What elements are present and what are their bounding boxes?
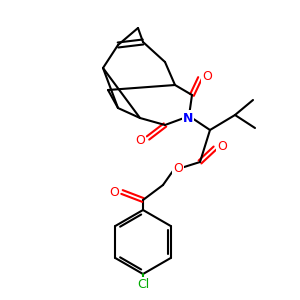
Text: O: O	[173, 161, 183, 175]
Text: N: N	[183, 112, 193, 124]
Text: Cl: Cl	[137, 278, 149, 292]
Text: O: O	[109, 185, 119, 199]
Text: O: O	[202, 70, 212, 83]
Text: O: O	[135, 134, 145, 146]
Text: O: O	[217, 140, 227, 152]
